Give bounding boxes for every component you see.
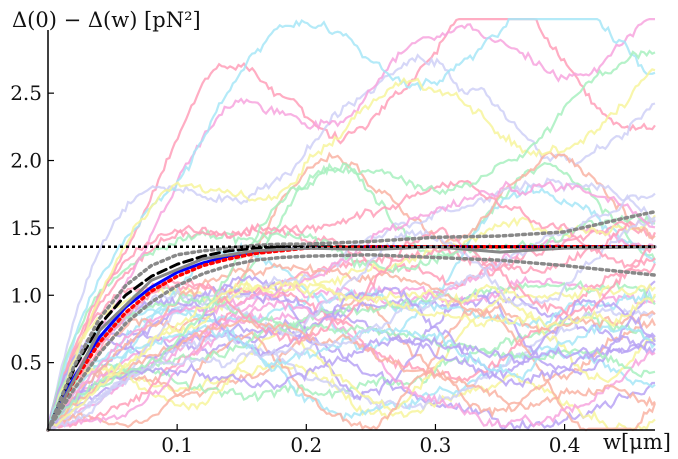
background-trace — [46, 179, 656, 429]
background-trace — [47, 298, 656, 430]
background-trace — [46, 274, 656, 429]
y-tick-label: 2.5 — [10, 81, 42, 105]
background-trace — [47, 18, 655, 430]
series-line-2 — [46, 245, 657, 432]
background-trace — [48, 217, 656, 430]
background-trace — [47, 150, 656, 430]
y-tick-label: 2.0 — [10, 149, 42, 173]
series-line-4 — [46, 253, 657, 432]
background-trace — [47, 283, 656, 430]
x-tick-label: 0.4 — [549, 433, 581, 457]
background-trace — [46, 294, 656, 429]
background-trace — [47, 192, 656, 431]
y-tick-label: 1.5 — [10, 216, 42, 240]
background-trace — [47, 299, 656, 431]
background-trace — [46, 18, 656, 430]
ticks: 0.1 0.2 0.3 0.4 0.5 1.0 1.5 2.0 2.5 — [10, 81, 580, 457]
background-trace — [48, 279, 656, 430]
background-trace — [47, 180, 656, 430]
background-traces — [46, 18, 657, 432]
background-trace — [47, 68, 656, 430]
background-trace — [47, 333, 656, 431]
axes — [47, 30, 655, 431]
x-tick-label: 0.2 — [290, 433, 322, 457]
y-axis-title: Δ(0) − Δ(w) [pN²] — [12, 8, 201, 32]
series-line-5 — [46, 245, 657, 432]
background-trace — [47, 279, 657, 430]
x-tick-label: 0.1 — [161, 433, 193, 457]
x-axis-title: w[μm] — [603, 430, 671, 454]
y-tick-label: 1.0 — [10, 283, 42, 307]
background-trace — [47, 226, 656, 431]
x-tick-label: 0.3 — [420, 433, 452, 457]
main-series-group — [46, 209, 657, 432]
background-trace — [47, 49, 656, 430]
series-line-3 — [46, 209, 657, 432]
background-trace — [47, 323, 656, 430]
y-tick-label: 0.5 — [10, 351, 42, 375]
background-trace — [47, 307, 657, 432]
background-trace — [46, 287, 656, 430]
